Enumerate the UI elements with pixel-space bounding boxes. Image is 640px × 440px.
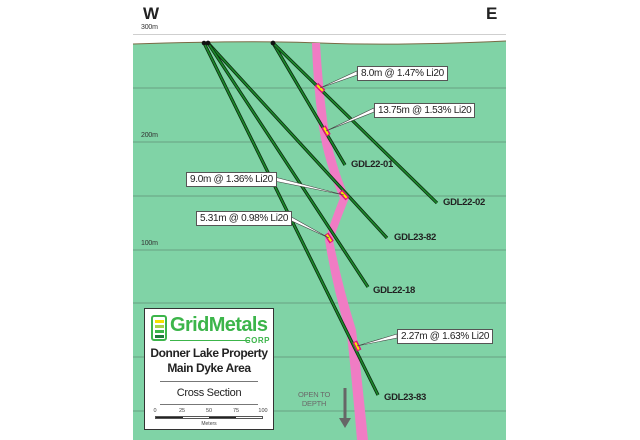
- logo-rule: [170, 340, 250, 341]
- drillhole-label: GDL22-02: [443, 197, 485, 208]
- intercept-callout: 13.75m @ 1.53% Li20: [374, 103, 476, 118]
- drillhole-trace: [207, 42, 369, 288]
- battery-logo-icon: [151, 315, 167, 341]
- west-direction-label: W: [143, 4, 160, 23]
- scale-tick: 25: [178, 408, 186, 414]
- legend-title-line1: Donner Lake Property: [150, 346, 268, 360]
- title-block-legend: GridMetals CORP Donner Lake Property Mai…: [144, 308, 274, 430]
- drillhole-trace: [272, 42, 346, 166]
- scale-tick: 50: [205, 408, 213, 414]
- down-arrow-icon: [339, 418, 351, 428]
- elevation-label: 300m: [141, 24, 158, 31]
- scale-tick: 100: [258, 408, 268, 414]
- legend-title-line2: Main Dyke Area: [167, 361, 251, 375]
- pegmatite-dyke: [312, 43, 368, 440]
- open-to-depth-line2: DEPTH: [301, 399, 327, 408]
- scale-segment: [209, 417, 236, 418]
- drillhole-label: GDL22-01: [351, 159, 393, 170]
- drillhole-trace: [272, 42, 438, 204]
- company-logo: GridMetals CORP: [151, 314, 271, 345]
- elevation-label: 100m: [141, 240, 158, 247]
- open-to-depth-line1: OPEN TO: [298, 390, 331, 399]
- open-to-depth-label: OPEN TO DEPTH: [298, 390, 330, 408]
- drillhole-label: GDL23-82: [394, 232, 436, 243]
- company-name: GridMetals: [170, 314, 268, 336]
- elevation-label: 200m: [141, 132, 158, 139]
- collar-marker-icon: [205, 40, 211, 46]
- intercept-callout: 9.0m @ 1.36% Li20: [186, 172, 277, 187]
- drillhole-label: GDL22-18: [373, 285, 415, 296]
- legend-divider: [160, 404, 258, 405]
- scale-unit: Meters: [201, 421, 217, 427]
- company-suffix: CORP: [244, 336, 270, 345]
- drillhole-trace: [207, 42, 388, 239]
- drill-holes: [201, 40, 439, 396]
- intercept-callout: 5.31m @ 0.98% Li20: [196, 211, 293, 226]
- intercept-callout: 2.27m @ 1.63% Li20: [397, 329, 494, 344]
- intercept-callout: 8.0m @ 1.47% Li20: [357, 66, 448, 81]
- scale-bar: [155, 416, 263, 419]
- scale-tick: 75: [232, 408, 240, 414]
- drillhole-label: GDL23-83: [384, 392, 426, 403]
- collar-marker-icon: [201, 40, 207, 46]
- east-direction-label: E: [486, 4, 498, 23]
- scale-segment: [156, 417, 183, 418]
- callout-leaders: [274, 70, 398, 347]
- legend-divider: [160, 381, 258, 382]
- scale-tick: 0: [153, 408, 157, 414]
- legend-subtitle: Cross Section: [176, 387, 242, 399]
- collar-marker-icon: [270, 40, 276, 46]
